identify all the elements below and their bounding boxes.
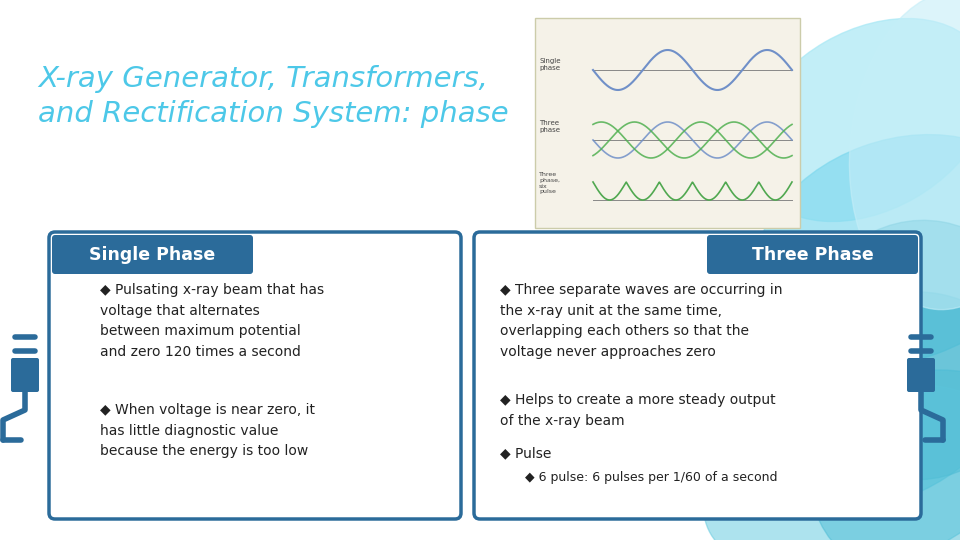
FancyBboxPatch shape [707, 235, 918, 274]
Ellipse shape [746, 292, 960, 508]
Text: and Rectification System: phase: and Rectification System: phase [38, 100, 509, 128]
FancyBboxPatch shape [907, 358, 935, 392]
Text: Single
phase: Single phase [539, 58, 561, 71]
Text: Three
phase,
six
pulse: Three phase, six pulse [539, 172, 560, 194]
FancyBboxPatch shape [11, 358, 39, 392]
Text: Single Phase: Single Phase [89, 246, 216, 264]
Text: ◆ Helps to create a more steady output
of the x-ray beam: ◆ Helps to create a more steady output o… [500, 393, 776, 428]
Text: X-ray Generator, Transformers,: X-ray Generator, Transformers, [38, 65, 488, 93]
FancyBboxPatch shape [474, 232, 921, 519]
Text: Three Phase: Three Phase [752, 246, 874, 264]
Text: ◆ Pulse: ◆ Pulse [500, 446, 551, 460]
Ellipse shape [800, 220, 960, 480]
Text: ◆ 6 pulse: 6 pulses per 1/60 of a second: ◆ 6 pulse: 6 pulses per 1/60 of a second [525, 471, 778, 484]
Text: ◆ Pulsating x-ray beam that has
voltage that alternates
between maximum potentia: ◆ Pulsating x-ray beam that has voltage … [100, 283, 324, 359]
FancyBboxPatch shape [535, 18, 800, 228]
Ellipse shape [749, 18, 960, 221]
Text: Three
phase: Three phase [539, 120, 560, 133]
Text: ◆ When voltage is near zero, it
has little diagnostic value
because the energy i: ◆ When voltage is near zero, it has litt… [100, 403, 315, 458]
FancyBboxPatch shape [49, 232, 461, 519]
FancyBboxPatch shape [52, 235, 253, 274]
Ellipse shape [810, 370, 960, 540]
Ellipse shape [755, 134, 960, 366]
Ellipse shape [704, 384, 960, 540]
Ellipse shape [850, 0, 960, 309]
Text: ◆ Three separate waves are occurring in
the x-ray unit at the same time,
overlap: ◆ Three separate waves are occurring in … [500, 283, 782, 359]
